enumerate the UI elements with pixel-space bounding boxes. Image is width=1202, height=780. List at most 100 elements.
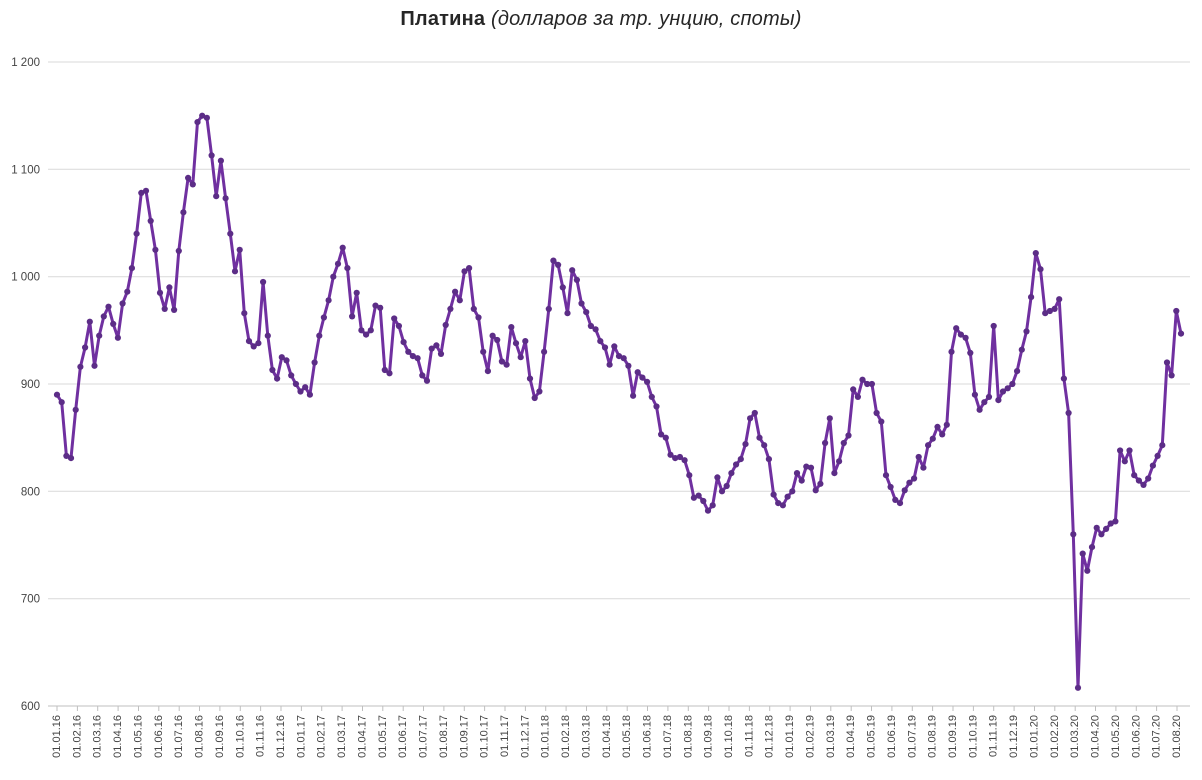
data-point <box>194 119 201 126</box>
x-axis-label-01.01.18: 01.01.18 <box>540 715 552 758</box>
data-point <box>419 372 426 379</box>
chart-title-main: Платина <box>400 8 486 30</box>
data-point <box>1135 477 1142 484</box>
data-point <box>349 313 356 320</box>
data-point <box>906 479 913 486</box>
data-point <box>1032 250 1039 257</box>
data-point <box>822 439 829 447</box>
data-point <box>358 327 365 334</box>
x-axis-label-01.04.17: 01.04.17 <box>357 715 369 758</box>
x-axis-label-01.03.19: 01.03.19 <box>825 715 837 758</box>
data-point <box>990 322 997 330</box>
data-point <box>171 306 178 313</box>
data-point <box>1046 307 1053 315</box>
y-axis-labels: 600 700 800 900 1 000 1 100 1 200 <box>11 57 40 713</box>
data-point <box>409 353 416 360</box>
x-axis-label-01.02.18: 01.02.18 <box>560 715 572 758</box>
data-point <box>1140 481 1147 488</box>
data-point <box>63 452 70 459</box>
x-axis-label-01.01.16: 01.01.16 <box>51 715 63 758</box>
data-point <box>503 361 510 368</box>
data-point <box>77 363 84 370</box>
data-point <box>91 362 98 369</box>
x-axis-label-01.05.17: 01.05.17 <box>377 715 389 758</box>
data-point <box>1177 330 1185 337</box>
data-point <box>1074 684 1082 691</box>
x-axis-label-01.05.19: 01.05.19 <box>866 715 878 758</box>
data-point <box>1051 305 1058 312</box>
data-point <box>484 368 491 375</box>
data-point <box>330 273 337 280</box>
data-point <box>274 375 281 382</box>
data-point <box>625 362 632 369</box>
x-axis-label-01.04.16: 01.04.16 <box>112 715 124 758</box>
data-point <box>545 305 552 312</box>
data-point <box>461 268 468 275</box>
data-point <box>391 315 398 322</box>
x-axis-label-01.10.17: 01.10.17 <box>479 715 491 758</box>
data-point <box>648 393 655 400</box>
data-point <box>498 358 505 365</box>
x-axis-label-01.03.20: 01.03.20 <box>1069 715 1081 758</box>
data-point <box>161 305 168 312</box>
data-point <box>367 327 374 334</box>
data-point <box>695 492 702 499</box>
data-point <box>985 393 993 400</box>
data-point <box>236 246 243 253</box>
data-point <box>1056 296 1063 303</box>
data-point <box>447 305 454 312</box>
x-axis-label-01.02.20: 01.02.20 <box>1049 715 1061 758</box>
data-point <box>967 349 974 356</box>
data-point <box>316 332 323 339</box>
data-point <box>306 391 313 398</box>
data-point <box>789 488 796 495</box>
x-axis-label-01.11.16: 01.11.16 <box>255 715 267 757</box>
data-point <box>1042 310 1049 317</box>
data-point <box>573 276 581 283</box>
data-point <box>1018 346 1025 353</box>
data-point <box>971 391 979 398</box>
data-point <box>334 260 342 267</box>
data-point <box>630 392 637 399</box>
data-point <box>733 461 740 468</box>
data-point <box>536 388 543 395</box>
data-point <box>395 322 402 330</box>
data-point <box>1023 328 1030 335</box>
data-point <box>1009 380 1016 388</box>
data-point <box>522 338 529 345</box>
data-point <box>583 309 590 316</box>
data-point <box>166 284 173 291</box>
data-point <box>939 431 946 438</box>
data-point <box>550 257 557 264</box>
data-point <box>222 195 229 202</box>
data-point <box>901 487 908 494</box>
data-point <box>128 265 135 272</box>
data-point <box>892 496 899 503</box>
x-axis-label-01.01.19: 01.01.19 <box>784 715 796 758</box>
data-point <box>189 181 196 188</box>
data-point <box>672 455 679 462</box>
data-point <box>156 289 164 296</box>
x-axis-label-01.06.16: 01.06.16 <box>153 715 165 758</box>
x-axis-label-01.04.19: 01.04.19 <box>845 715 857 758</box>
x-axis-label-01.10.19: 01.10.19 <box>967 715 979 758</box>
data-point <box>817 480 824 487</box>
data-point <box>250 343 257 350</box>
gridlines <box>48 61 1190 707</box>
x-axis-label-01.11.17: 01.11.17 <box>499 715 511 757</box>
data-point <box>283 357 290 364</box>
data-point <box>578 300 585 307</box>
data-point <box>1037 266 1044 273</box>
data-point <box>1084 567 1091 574</box>
data-point <box>639 374 646 381</box>
data-point <box>948 348 955 355</box>
data-point <box>494 336 501 344</box>
data-point <box>175 247 182 254</box>
x-axis-label-01.06.20: 01.06.20 <box>1130 715 1142 758</box>
data-point <box>779 502 787 509</box>
data-point <box>807 464 815 471</box>
data-point <box>1079 550 1086 557</box>
data-point <box>86 318 93 325</box>
x-axis-label-01.09.17: 01.09.17 <box>458 715 470 758</box>
